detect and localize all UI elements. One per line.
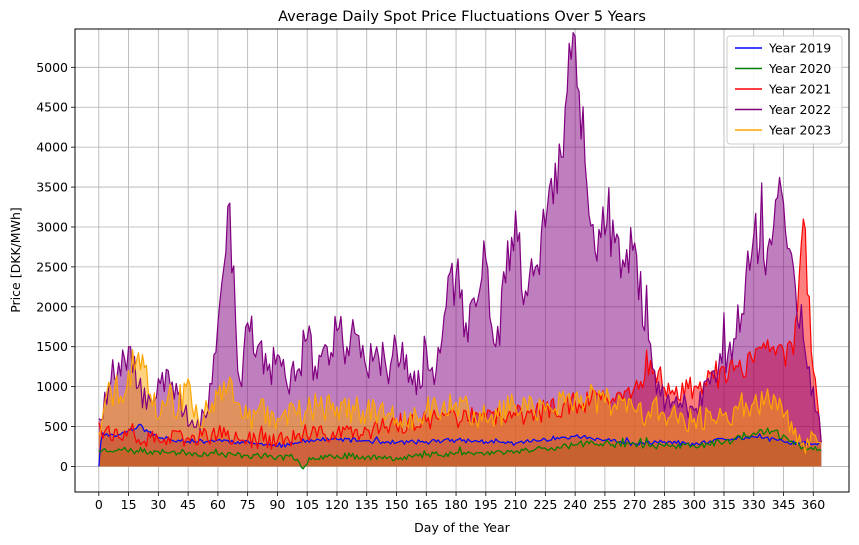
series-area-4 [98, 349, 822, 467]
x-tick-label: 330 [742, 497, 766, 512]
x-tick-label: 300 [682, 497, 706, 512]
chart-title: Average Daily Spot Price Fluctuations Ov… [278, 9, 646, 25]
x-tick-label: 255 [593, 497, 617, 512]
y-tick-label: 4000 [36, 140, 68, 155]
legend-label: Year 2023 [768, 123, 831, 138]
x-tick-label: 345 [772, 497, 796, 512]
legend-box [726, 35, 843, 145]
x-tick-label: 150 [385, 497, 409, 512]
y-tick-label: 1500 [36, 339, 68, 354]
series-line-0 [98, 423, 822, 467]
x-tick-label: 105 [295, 497, 319, 512]
x-tick-label: 165 [414, 497, 438, 512]
y-tick-label: 3500 [36, 180, 68, 195]
x-tick-label: 135 [355, 497, 379, 512]
plot-area [74, 28, 850, 493]
series-lines [98, 32, 822, 470]
y-tick-label: 500 [44, 419, 68, 434]
x-tick-label: 90 [269, 497, 285, 512]
x-tick-label: 15 [121, 497, 137, 512]
x-tick-label: 240 [563, 497, 587, 512]
plot-frame [74, 28, 850, 493]
x-tick-label: 225 [533, 497, 557, 512]
series-line-4 [98, 349, 822, 455]
legend-label: Year 2020 [768, 61, 831, 76]
x-tick-label: 315 [712, 497, 736, 512]
y-axis-ticks: 0 500 1000 1500 2000 2500 3000 3500 4000 4500 5000 [36, 60, 75, 474]
x-tick-label: 285 [653, 497, 677, 512]
x-tick-label: 0 [95, 497, 103, 512]
y-tick-label: 4500 [36, 100, 68, 115]
legend: Year 2019 Year 2020 Year 2021 Year 2022 Year… [726, 35, 843, 145]
x-tick-label: 45 [180, 497, 196, 512]
x-tick-label: 60 [210, 497, 226, 512]
y-tick-label: 0 [60, 459, 68, 474]
x-tick-label: 195 [474, 497, 498, 512]
x-tick-label: 210 [504, 497, 528, 512]
series-line-3 [98, 32, 822, 443]
legend-label: Year 2021 [768, 82, 831, 97]
x-axis-ticks: 0 15 30 45 60 75 90 105 120 135 150 165 180 195 210 225… [95, 492, 825, 512]
y-tick-label: 5000 [36, 60, 68, 75]
y-tick-label: 1000 [36, 379, 68, 394]
y-tick-label: 2000 [36, 299, 68, 314]
y-tick-label: 3000 [36, 219, 68, 234]
x-tick-label: 30 [150, 497, 166, 512]
legend-label: Year 2022 [768, 102, 831, 117]
y-axis-label: Price [DKK/MWh] [8, 207, 23, 313]
series-line-1 [98, 427, 822, 470]
x-tick-label: 180 [444, 497, 468, 512]
series-line-2 [98, 218, 822, 450]
x-tick-label: 270 [623, 497, 647, 512]
x-axis-label: Day of the Year [414, 520, 510, 535]
legend-label: Year 2019 [768, 41, 831, 56]
x-tick-label: 120 [325, 497, 349, 512]
x-tick-label: 75 [240, 497, 256, 512]
x-tick-label: 360 [801, 497, 825, 512]
y-tick-label: 2500 [36, 259, 68, 274]
